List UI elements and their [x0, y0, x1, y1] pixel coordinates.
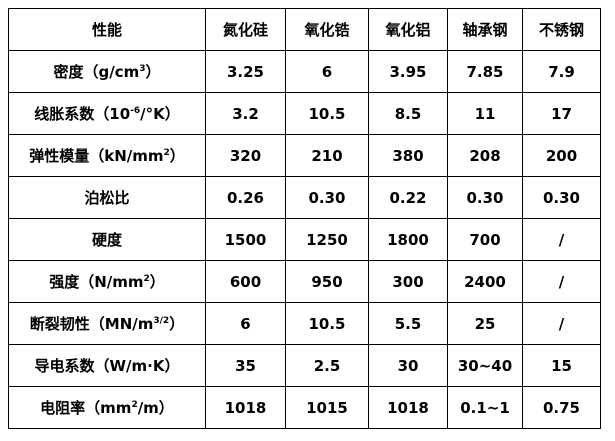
label-text: 密度（g/cm [53, 63, 140, 81]
superscript: 2 [143, 274, 150, 284]
header-cell: 轴承钢 [447, 8, 523, 51]
value-cell: 7.85 [447, 50, 523, 93]
value-cell: 0.1~1 [447, 386, 523, 429]
value-cell: 3.2 [205, 92, 286, 135]
property-label: 线胀系数（10-6/°K） [8, 92, 206, 135]
property-label: 导电系数（W/m·K） [8, 344, 206, 387]
property-label: 密度（g/cm3） [8, 50, 206, 93]
superscript: -6 [130, 106, 141, 116]
value-cell: 0.75 [522, 386, 601, 429]
label-text: ） [149, 273, 165, 291]
value-cell: / [522, 218, 601, 261]
value-cell: 600 [205, 260, 286, 303]
value-cell: 10.5 [285, 302, 369, 345]
table-body: 性能 氮化硅 氧化锆 氧化铝 轴承钢 不锈钢 密度（g/cm3） 3.25 6 3.95 7.85 7… [8, 8, 601, 429]
value-cell: 1015 [285, 386, 369, 429]
value-cell: 3.95 [368, 50, 448, 93]
table-row: 线胀系数（10-6/°K） 3.2 10.5 8.5 11 17 [8, 92, 601, 135]
label-text: /m） [137, 399, 174, 417]
label-text: 电阻率（mm [40, 399, 132, 417]
value-cell: 7.9 [522, 50, 601, 93]
label-text: ） [169, 147, 185, 165]
value-cell: 0.30 [522, 176, 601, 219]
header-cell: 氧化锆 [285, 8, 369, 51]
value-cell: 25 [447, 302, 523, 345]
value-cell: / [522, 302, 601, 345]
value-cell: 200 [522, 134, 601, 177]
value-cell: 10.5 [285, 92, 369, 135]
header-cell: 氮化硅 [205, 8, 286, 51]
value-cell: 0.30 [285, 176, 369, 219]
value-cell: 35 [205, 344, 286, 387]
property-label: 断裂韧性（MN/m3/2） [8, 302, 206, 345]
table-row: 导电系数（W/m·K） 35 2.5 30 30~40 15 [8, 344, 601, 387]
value-cell: 300 [368, 260, 448, 303]
label-text: 强度（N/mm [49, 273, 144, 291]
superscript: 2 [163, 148, 170, 158]
value-cell: 8.5 [368, 92, 448, 135]
value-cell: 30~40 [447, 344, 523, 387]
value-cell: 700 [447, 218, 523, 261]
property-label: 泊松比 [8, 176, 206, 219]
value-cell: 6 [285, 50, 369, 93]
header-cell: 氧化铝 [368, 8, 448, 51]
value-cell: 2.5 [285, 344, 369, 387]
header-row: 性能 氮化硅 氧化锆 氧化铝 轴承钢 不锈钢 [8, 8, 601, 51]
label-text: ） [145, 63, 161, 81]
value-cell: 1250 [285, 218, 369, 261]
table-row: 弹性模量（kN/mm2） 320 210 380 208 200 [8, 134, 601, 177]
value-cell: 2400 [447, 260, 523, 303]
value-cell: 3.25 [205, 50, 286, 93]
superscript: 3 [139, 64, 146, 74]
property-label: 电阻率（mm2/m） [8, 386, 206, 429]
table-row: 硬度 1500 1250 1800 700/ [8, 218, 601, 261]
value-cell: 210 [285, 134, 369, 177]
value-cell: 17 [522, 92, 601, 135]
label-text: 硬度 [91, 231, 122, 249]
superscript: 3/2 [153, 316, 170, 326]
value-cell: 11 [447, 92, 523, 135]
value-cell: 380 [368, 134, 448, 177]
label-text: 断裂韧性（MN/m [29, 315, 154, 333]
label-text: 线胀系数（10 [34, 105, 131, 123]
value-cell: 5.5 [368, 302, 448, 345]
table-row: 断裂韧性（MN/m3/2） 6 10.5 5.5 25/ [8, 302, 601, 345]
table-row: 强度（N/mm2） 600 950 300 2400/ [8, 260, 601, 303]
property-label: 弹性模量（kN/mm2） [8, 134, 206, 177]
property-label: 强度（N/mm2） [8, 260, 206, 303]
label-text: 弹性模量（kN/mm [29, 147, 164, 165]
table-row: 密度（g/cm3） 3.25 6 3.95 7.85 7.9 [8, 50, 601, 93]
value-cell: 1500 [205, 218, 286, 261]
value-cell: / [522, 260, 601, 303]
value-cell: 1018 [368, 386, 448, 429]
header-cell: 不锈钢 [522, 8, 601, 51]
value-cell: 6 [205, 302, 286, 345]
label-text: 泊松比 [84, 189, 130, 207]
superscript: 2 [131, 400, 138, 410]
value-cell: 1018 [205, 386, 286, 429]
value-cell: 0.30 [447, 176, 523, 219]
property-label: 硬度 [8, 218, 206, 261]
value-cell: 208 [447, 134, 523, 177]
value-cell: 30 [368, 344, 448, 387]
value-cell: 950 [285, 260, 369, 303]
label-text: /°K） [140, 105, 180, 123]
value-cell: 1800 [368, 218, 448, 261]
property-table: 性能 氮化硅 氧化锆 氧化铝 轴承钢 不锈钢 密度（g/cm3） 3.25 6 3.95 7.85 7… [8, 8, 601, 429]
value-cell: 0.26 [205, 176, 286, 219]
label-text: 导电系数（W/m·K） [34, 357, 180, 375]
value-cell: 15 [522, 344, 601, 387]
header-cell: 性能 [8, 8, 206, 51]
table-row: 泊松比 0.26 0.30 0.22 0.30 0.30 [8, 176, 601, 219]
value-cell: 0.22 [368, 176, 448, 219]
label-text: ） [169, 315, 185, 333]
table-row: 电阻率（mm2/m） 1018 1015 1018 0.1~1 0.75 [8, 386, 601, 429]
value-cell: 320 [205, 134, 286, 177]
